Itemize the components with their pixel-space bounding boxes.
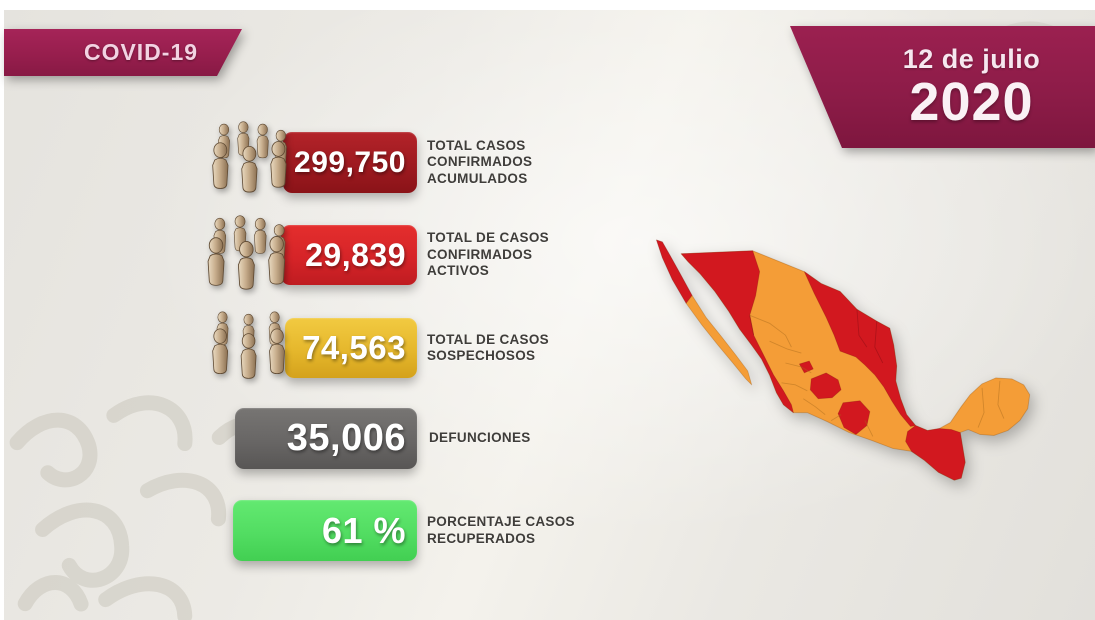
- date-badge: 12 de julio 2020: [790, 26, 1095, 148]
- date-text: 12 de julio: [902, 43, 1041, 74]
- stat-value: 299,750: [294, 145, 406, 179]
- date-year: 2020: [909, 71, 1034, 132]
- stat-label-text: DEFUNCIONES: [429, 430, 531, 446]
- stat-label-text: TOTAL DE CASOS CONFIRMADOS ACTIVOS: [427, 230, 549, 279]
- covid19-badge: COVID-19: [4, 29, 242, 76]
- stat-label-sospechosos: TOTAL DE CASOS SOSPECHOSOS: [427, 318, 557, 378]
- stat-value: 29,839: [305, 236, 406, 273]
- stat-value: 74,563: [302, 329, 406, 366]
- people-figures-icon: [204, 121, 296, 213]
- stat-label-text: TOTAL CASOS CONFIRMADOS ACUMULADOS: [427, 137, 533, 186]
- stat-label-text: PORCENTAJE CASOS RECUPERADOS: [427, 514, 575, 546]
- stat-bar-sospechosos: 74,563: [285, 318, 417, 378]
- stat-label-confirmados-acumulados: TOTAL CASOS CONFIRMADOS ACUMULADOS: [427, 132, 552, 193]
- stat-label-confirmados-activos: TOTAL DE CASOS CONFIRMADOS ACTIVOS: [427, 225, 557, 285]
- stat-value: 35,006: [286, 417, 406, 459]
- stat-label-text: TOTAL DE CASOS SOSPECHOSOS: [427, 331, 549, 364]
- white-top-margin: [0, 0, 1095, 10]
- mexico-map: [655, 239, 1031, 481]
- stat-bar-defunciones: 35,006: [235, 408, 417, 469]
- stat-label-recuperados: PORCENTAJE CASOS RECUPERADOS: [427, 500, 577, 561]
- covid19-badge-label: COVID-19: [83, 39, 199, 65]
- stat-bar-recuperados: 61 %: [233, 500, 417, 561]
- people-figures-icon: [203, 309, 293, 401]
- stat-label-defunciones: DEFUNCIONES: [429, 408, 609, 469]
- people-figures-icon: [199, 215, 295, 311]
- stat-value: 61 %: [321, 509, 406, 551]
- stat-bar-confirmados-acumulados: 299,750: [283, 132, 417, 193]
- stat-bar-confirmados-activos: 29,839: [281, 225, 417, 285]
- white-left-margin: [0, 0, 4, 620]
